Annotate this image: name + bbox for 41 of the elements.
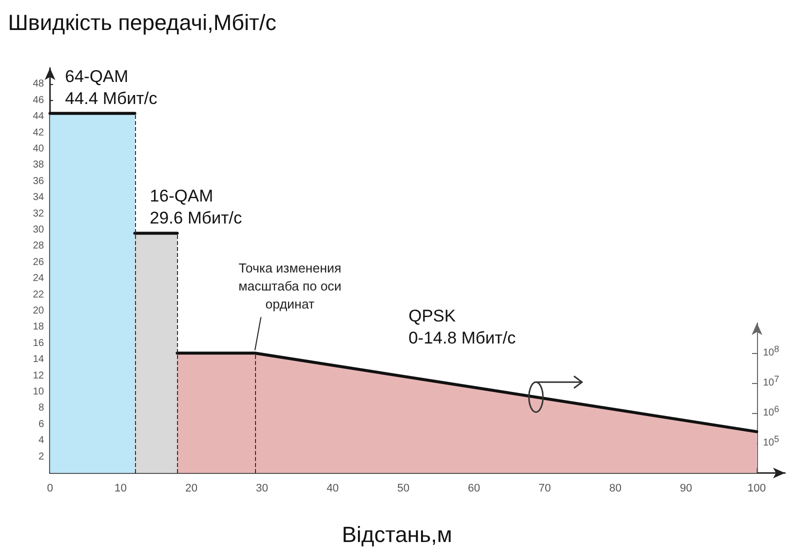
y-tick-label: 42 xyxy=(32,127,44,138)
y-tick-label: 8 xyxy=(38,402,44,414)
x-tick-label: 90 xyxy=(680,482,692,494)
x-tick-label: 40 xyxy=(326,482,339,494)
y-tick-label: 30 xyxy=(32,224,44,236)
y-tick-label: 48 xyxy=(32,78,44,90)
y-tick-label: 40 xyxy=(32,144,44,154)
y-tick-label: 44 xyxy=(32,111,44,122)
x-tick-label: 70 xyxy=(538,482,551,494)
series-label: 64-QAM 44.4 Мбит/с xyxy=(65,66,158,108)
y-tick-label: 26 xyxy=(32,256,44,268)
y-tick-label: 14 xyxy=(32,354,44,366)
y-tick-label: 12 xyxy=(32,370,44,382)
x-tick-label: 30 xyxy=(256,482,268,494)
y-tick-label: 24 xyxy=(32,273,44,284)
x-axis-title: Відстань,м xyxy=(340,522,454,548)
y-tick-label: 16 xyxy=(32,338,44,349)
x-tick-label: 50 xyxy=(397,482,410,494)
y-tick-label: 32 xyxy=(32,208,44,220)
y-tick-label: 10 xyxy=(32,386,44,398)
y-tick-label: 6 xyxy=(38,418,44,430)
annotation: Точка изменения масштаба по оси ординат xyxy=(238,260,342,312)
x-tick-label: 100 xyxy=(748,482,766,494)
y-tick-label: 18 xyxy=(32,322,44,333)
x-tick-label: 80 xyxy=(609,482,622,494)
y-tick-label: 22 xyxy=(32,289,44,300)
y-tick-label: 2 xyxy=(38,451,44,462)
y-tick-label: 28 xyxy=(32,240,44,252)
chart-title: Швидкість передачі,Мбіт/с xyxy=(8,10,276,36)
x-tick-label: 0 xyxy=(46,482,54,494)
y-tick-label: 36 xyxy=(32,176,44,187)
series-label: 16-QAM 29.6 Мбит/с xyxy=(150,186,243,228)
x-tick-label: 60 xyxy=(468,482,480,494)
y-tick-label: 38 xyxy=(32,160,44,171)
y-tick-label: 34 xyxy=(32,192,44,204)
x-tick-label: 10 xyxy=(114,482,127,494)
y-tick-label: 20 xyxy=(32,306,44,316)
x-tick-label: 20 xyxy=(185,482,198,494)
y-tick-label: 46 xyxy=(32,94,44,106)
series-label: QPSK 0-14.8 Мбит/с xyxy=(408,306,516,348)
y-tick-label: 4 xyxy=(38,435,44,446)
